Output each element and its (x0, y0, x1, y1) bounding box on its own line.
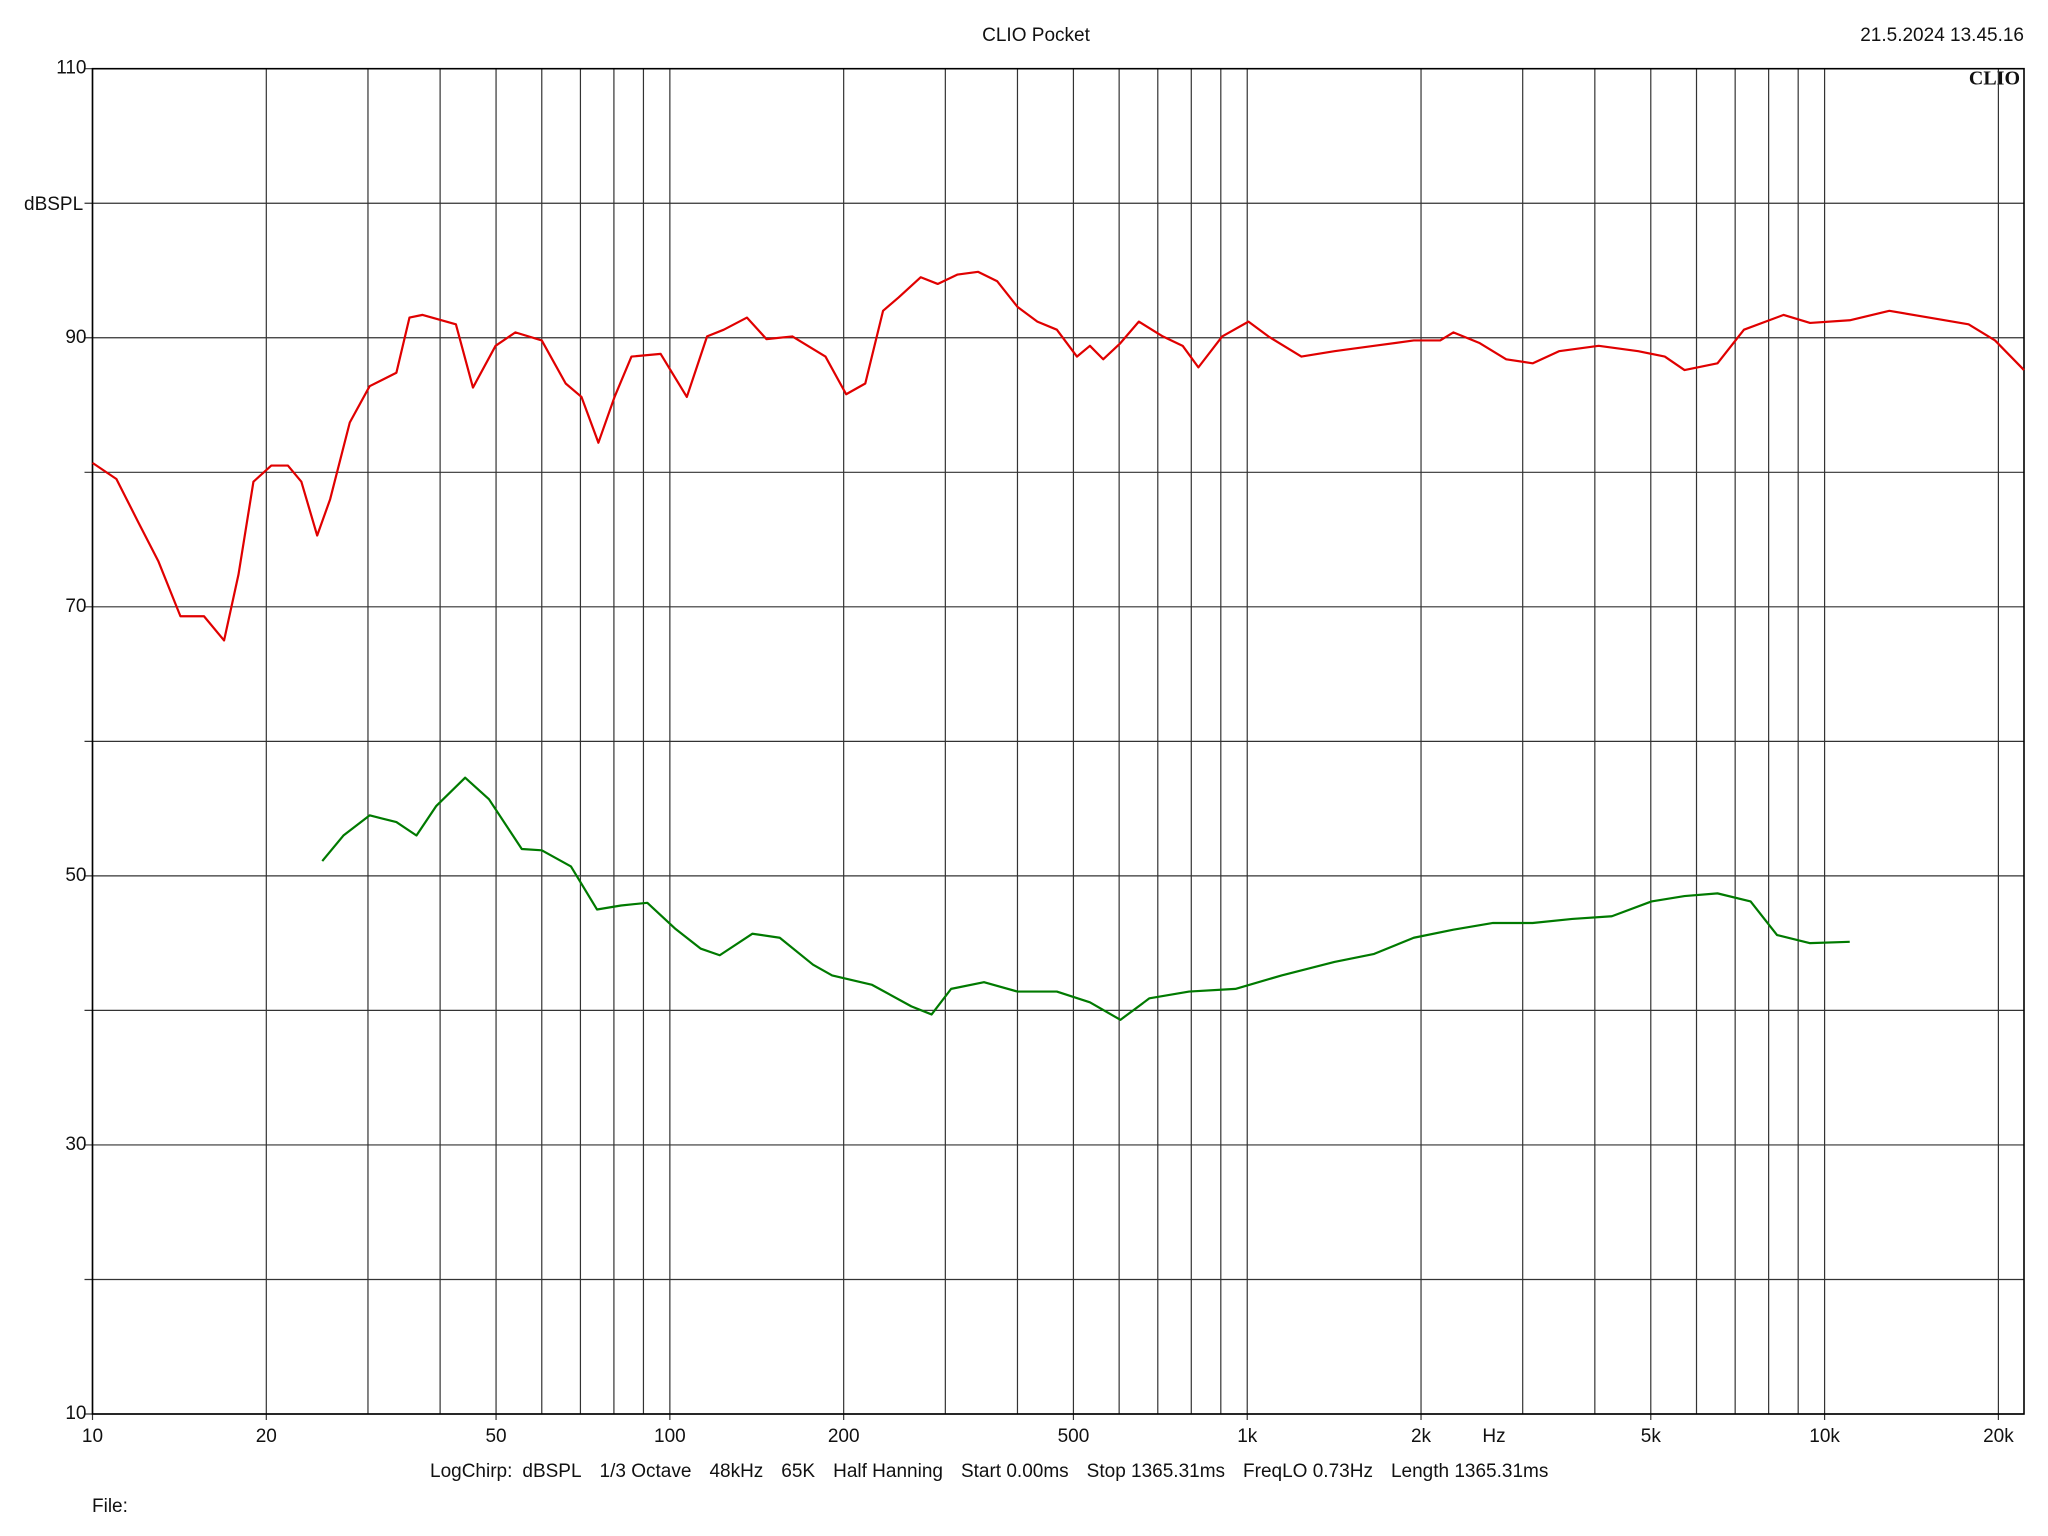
setting: Half Hanning (833, 1461, 943, 1482)
timestamp: 21.5.2024 13.45.16 (1860, 25, 2024, 46)
setting: Stop 1365.31ms (1087, 1461, 1225, 1482)
plot-frame (91, 67, 2025, 1415)
setting: 1/3 Octave (600, 1461, 692, 1482)
setting: 65K (781, 1461, 815, 1482)
x-tick-label: 1k (1237, 1426, 1258, 1447)
y-axis-label: dBSPL (24, 194, 83, 215)
x-tick-label: 20 (256, 1426, 277, 1447)
x-axis-label: Hz (1482, 1426, 1505, 1447)
series-line (91, 270, 2025, 642)
setting: dBSPL (522, 1461, 581, 1482)
y-tick-label: 30 (65, 1134, 86, 1155)
y-tick-label: 10 (65, 1403, 86, 1424)
settings-line: LogChirp: dBSPL 1/3 Octave 48kHz 65K Half Han… (430, 1461, 1548, 1482)
setting: Start 0.00ms (961, 1461, 1069, 1482)
chart-title: CLIO Pocket (982, 25, 1090, 46)
x-tick-label: 50 (485, 1426, 506, 1447)
x-tick-label: 2k (1411, 1426, 1432, 1447)
y-tick-label: 50 (65, 865, 86, 886)
x-tick-label: 10k (1809, 1426, 1840, 1447)
setting: FreqLO 0.73Hz (1243, 1461, 1373, 1482)
x-tick-label: 20k (1983, 1426, 2014, 1447)
setting: 48kHz (709, 1461, 763, 1482)
x-tick-label: 5k (1641, 1426, 1662, 1447)
x-tick-label: 500 (1058, 1426, 1090, 1447)
setting: Length 1365.31ms (1391, 1461, 1548, 1482)
file-label: File: (92, 1496, 128, 1517)
y-tick-label: 110 (56, 58, 86, 79)
x-tick-label: 200 (828, 1426, 860, 1447)
x-tick-label: 10 (82, 1426, 103, 1447)
x-tick-label: 100 (654, 1426, 686, 1447)
y-tick-label: 70 (65, 596, 86, 617)
series-line (321, 776, 1850, 1021)
setting: LogChirp: (430, 1461, 512, 1482)
logo: CLIO (1969, 68, 2020, 90)
y-tick-label: 90 (65, 327, 86, 348)
